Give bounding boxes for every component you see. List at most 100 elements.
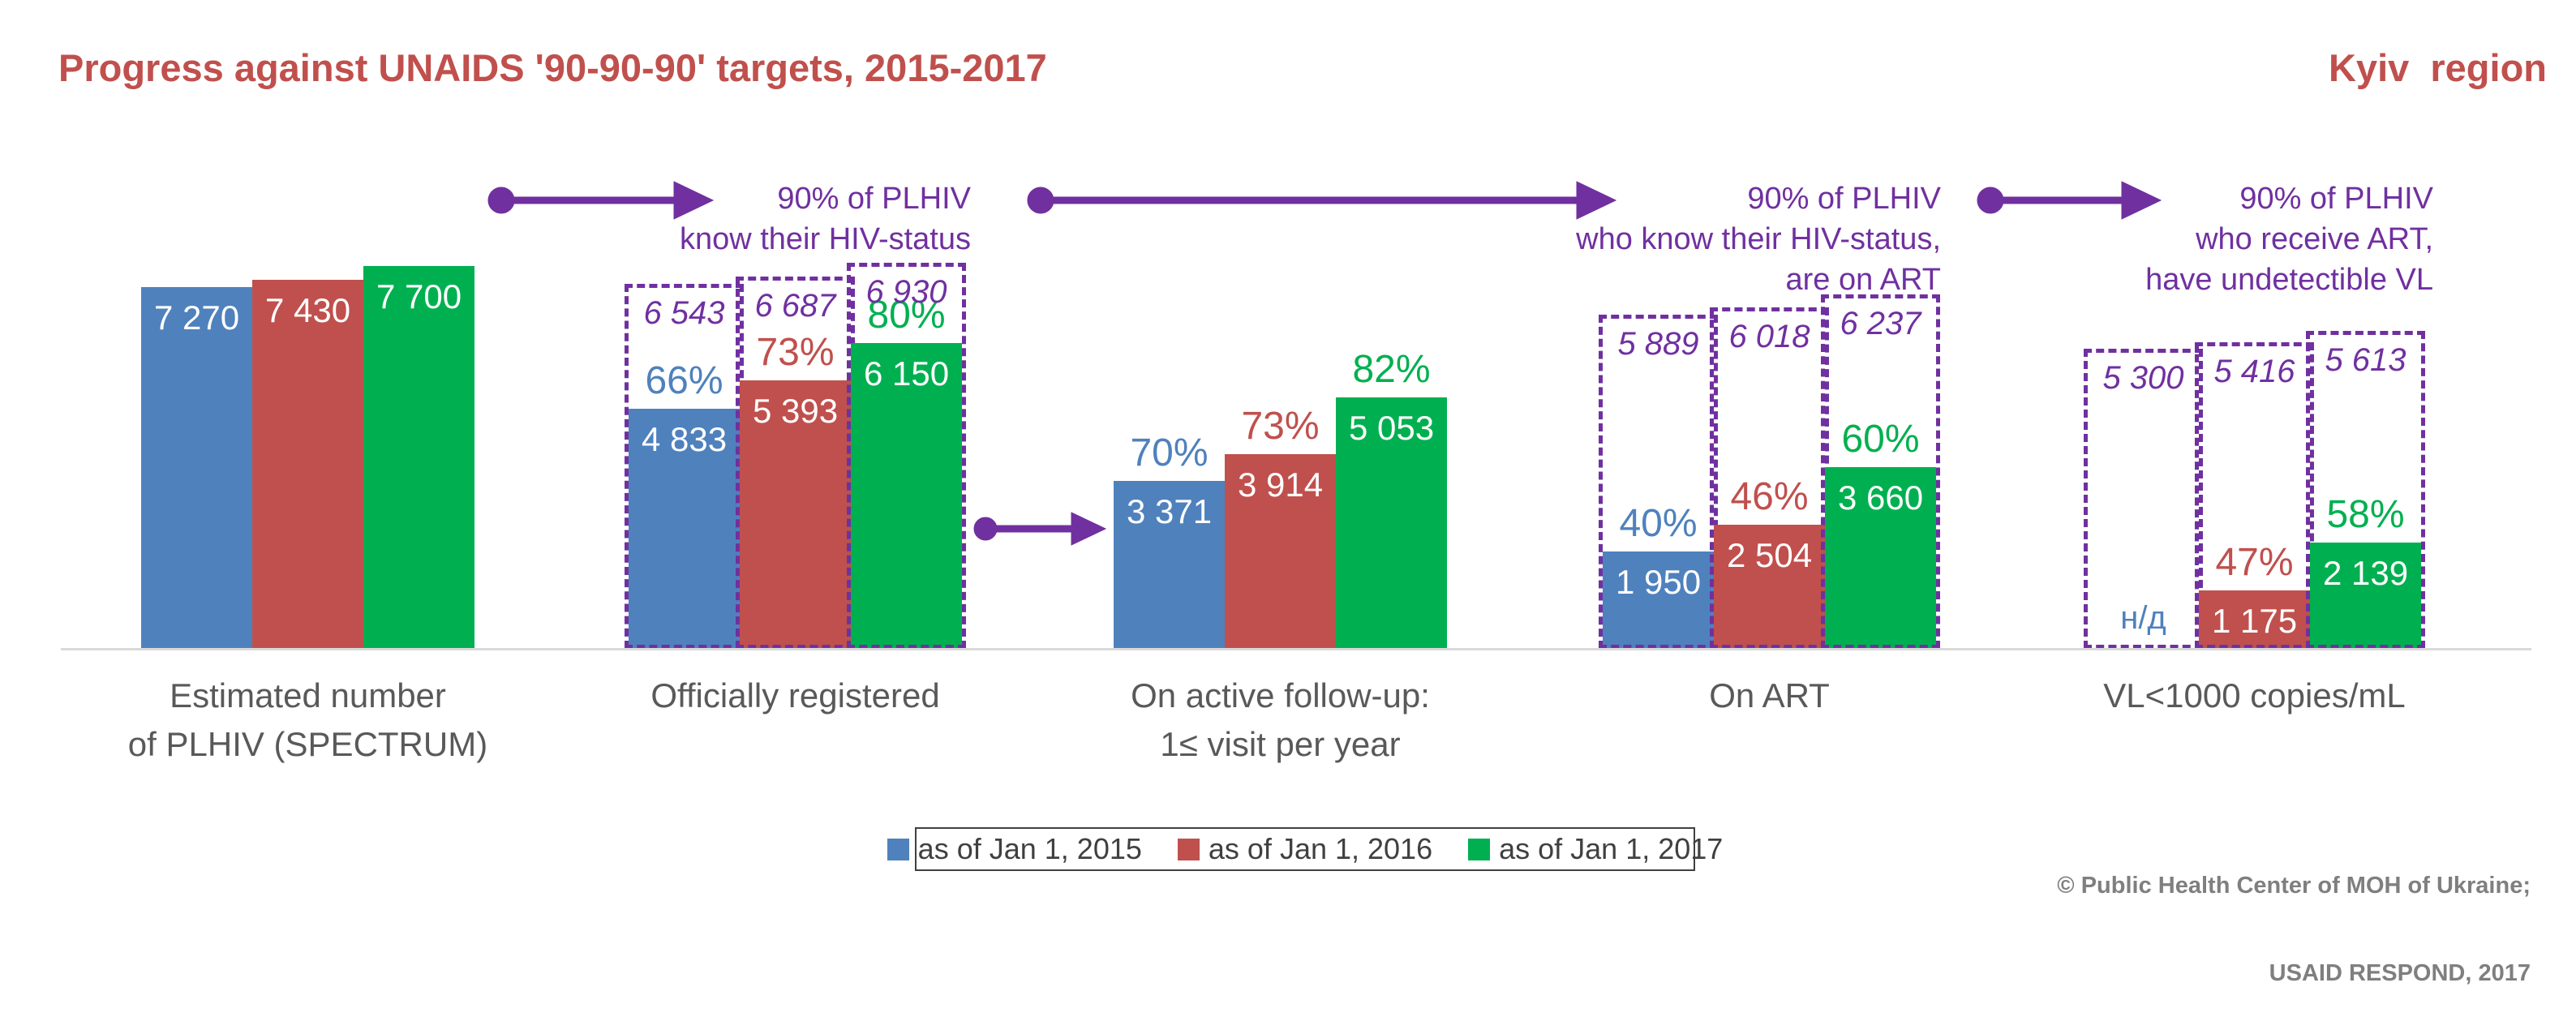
target-90-box [1821,294,1940,649]
legend-label: as of Jan 1, 2016 [1208,832,1433,865]
bar-2016-group-2 [740,380,851,649]
page-title: Progress against UNAIDS '90-90-90' targe… [58,46,1047,89]
bar-value-label: 7 700 [376,277,462,315]
category-label-group-1: Estimated number of PLHIV (SPECTRUM) [24,672,592,769]
annotation-line: know their HIV-status [679,222,971,256]
annotation-line: who know their HIV-status, [1576,222,1941,256]
legend: as of Jan 1, 2015 as of Jan 1, 2016 as of … [887,827,1723,871]
bar-value-label: 2 504 [1726,536,1813,574]
bar-2016-group-4 [1714,525,1825,649]
bar-value-label: 4 833 [641,420,728,458]
target-value-label: 6 018 [1728,319,1810,354]
bar-value-label: 2 139 [2322,554,2409,592]
percent-label: 40% [1619,502,1698,545]
annotation-1: 90% of PLHIV know their HIV-status [354,178,971,260]
target-90-box [2084,349,2203,649]
arrow-4-head [1071,512,1107,546]
annotation-line: 90% of PLHIV [777,182,971,216]
target-value-label: 6 237 [1840,306,1921,341]
bar-value-label: 1 175 [2211,602,2298,640]
category-label-line: Officially registered [650,676,940,714]
category-label-group-5: VL<1000 copies/mL [1971,672,2539,720]
percent-label: 73% [756,331,835,374]
bar-2015-group-1 [141,287,252,649]
target-90-box [1599,315,1718,649]
annotation-line: 90% of PLHIV [2239,182,2433,216]
category-label-group-3: On active follow-up: 1≤ visit per year [997,672,1565,769]
bar-2017-group-2 [851,343,962,649]
percent-label: 73% [1241,405,1320,448]
target-value-label: 6 930 [865,274,947,310]
category-label-line: On active follow-up: [1131,676,1430,714]
category-label-line: 1≤ visit per year [1160,725,1401,763]
annotation-2: 90% of PLHIV who know their HIV-status, ar… [1324,178,1941,300]
bar-value-label: 3 371 [1126,492,1213,530]
percent-label: 47% [2215,541,2294,584]
legend-swatch [1177,838,1200,860]
annotation-3: 90% of PLHIV who receive ART, have undetec… [1817,178,2433,300]
target-90-box [847,263,966,649]
bar-value-label: 5 393 [752,392,839,430]
bar-chart: 7 270 7 430 7 700 Estimated number of PLHIV … [24,178,2539,769]
arrow-3-head [2121,181,2162,220]
bar-2016-group-3 [1225,454,1336,649]
arrow-1-head [673,181,715,220]
target-value-label: 5 300 [2102,360,2184,396]
infographic-slide: { "header": { "title": "Progress against… [24,46,2547,986]
target-value-label: 5 416 [2213,354,2295,389]
bar-2017-group-4 [1825,467,1936,649]
percent-label: 70% [1130,431,1209,474]
bar-value-label: 7 430 [264,291,351,329]
region-label: Kyiv region [2328,46,2547,89]
legend-item: as of Jan 1, 2017 [1468,832,1723,866]
percent-label: 82% [1352,348,1431,391]
category-label-group-4: On ART [1486,672,2054,720]
percent-label: 46% [1730,475,1809,518]
category-label-group-2: Officially registered [512,672,1080,720]
legend-swatch [887,838,909,860]
percent-label: 66% [645,359,723,402]
bar-value-label: 3 660 [1837,478,1924,517]
percent-label: 80% [867,294,946,337]
target-value-label: 5 889 [1617,326,1699,362]
target-value-label: 6 543 [643,295,725,331]
percent-label: 60% [1841,418,1920,461]
bar-value-label: 3 914 [1237,466,1324,504]
copyright: © Public Health Center of MOH of Ukraine… [2057,813,2531,1017]
bar-value-label: 1 950 [1615,563,1702,601]
category-label-line: VL<1000 copies/mL [2103,676,2406,714]
target-90-box [625,284,744,649]
annotation-line: are on ART [1785,263,1941,297]
bar-2017-group-1 [363,266,474,649]
target-value-label: 6 687 [754,288,836,324]
flow-arrows [487,181,2162,546]
no-data-label: н/д [2120,600,2166,636]
bar-value-label: 5 053 [1348,409,1435,447]
legend-item: as of Jan 1, 2015 [887,832,1142,866]
arrow-1 [487,181,715,220]
annotation-line: have undetectible VL [2145,263,2433,297]
arrow-3 [1977,181,2162,220]
copyright-line-1: © Public Health Center of MOH of Ukraine… [2057,873,2531,899]
bar-value-label: 7 270 [153,298,240,337]
copyright-line-2: USAID RESPOND, 2017 [2269,960,2531,986]
annotation-line: who receive ART, [2196,222,2433,256]
bar-2015-group-4 [1603,551,1714,649]
arrow-registered-to-followup [973,512,1107,546]
bar-2017-group-3 [1336,397,1447,649]
arrow-2-head [1576,181,1617,220]
category-label-line: Estimated number [170,676,446,714]
bar-2016-group-5 [2199,590,2310,649]
arrow-2 [1027,181,1617,220]
target-90-box [2306,331,2425,649]
legend-label: as of Jan 1, 2017 [1499,832,1724,865]
legend-label: as of Jan 1, 2015 [917,832,1142,865]
category-label-line: of PLHIV (SPECTRUM) [127,725,488,763]
bar-2016-group-1 [252,280,363,649]
bar-2017-group-5 [2310,543,2421,649]
target-value-label: 5 613 [2325,342,2406,378]
bar-2015-group-3 [1114,481,1225,649]
target-90-box [736,277,855,649]
x-axis-line [61,648,2531,650]
bar-value-label: 6 150 [863,354,950,393]
